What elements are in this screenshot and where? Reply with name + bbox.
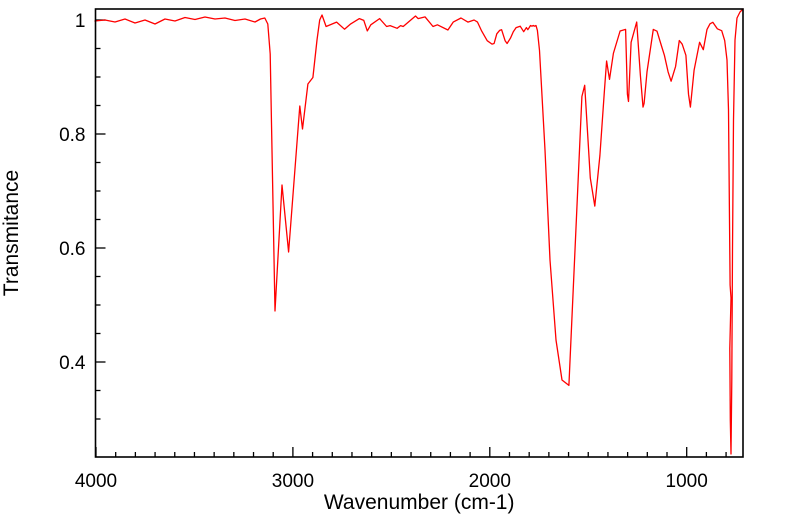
svg-text:1000: 1000 xyxy=(666,471,708,492)
svg-text:4000: 4000 xyxy=(75,471,117,492)
svg-text:0.4: 0.4 xyxy=(59,353,86,374)
svg-text:2000: 2000 xyxy=(469,471,511,492)
svg-text:Transmitance: Transmitance xyxy=(0,170,23,296)
svg-text:0.6: 0.6 xyxy=(59,239,85,260)
svg-text:Wavenumber (cm-1): Wavenumber (cm-1) xyxy=(324,491,515,514)
svg-text:0.8: 0.8 xyxy=(59,125,85,146)
svg-text:3000: 3000 xyxy=(272,471,314,492)
svg-text:1: 1 xyxy=(75,11,86,32)
